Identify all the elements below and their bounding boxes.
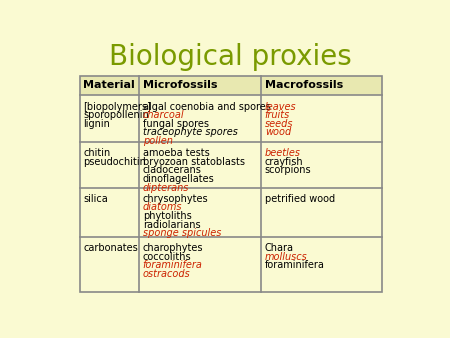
Text: charophytes: charophytes (143, 243, 203, 254)
Text: dipterans: dipterans (143, 183, 189, 193)
Text: beetles: beetles (265, 148, 301, 159)
Text: charcoal: charcoal (143, 110, 184, 120)
Text: Biological proxies: Biological proxies (109, 44, 352, 71)
Text: sponge spicules: sponge spicules (143, 228, 221, 238)
Text: seeds: seeds (265, 119, 293, 129)
Text: chitin: chitin (83, 148, 111, 159)
Text: pseudochitin: pseudochitin (83, 157, 146, 167)
Text: sporopollenin: sporopollenin (83, 110, 149, 120)
Text: diatoms: diatoms (143, 202, 182, 213)
Text: cladocerans: cladocerans (143, 166, 202, 175)
Text: Chara: Chara (265, 243, 294, 254)
Text: petrified wood: petrified wood (265, 194, 335, 204)
Text: lignin: lignin (83, 119, 110, 129)
Text: [biopolymers]: [biopolymers] (83, 101, 151, 112)
Text: carbonates: carbonates (83, 243, 138, 254)
Text: crayfish: crayfish (265, 157, 303, 167)
Text: radiolarians: radiolarians (143, 220, 200, 230)
Text: coccoliths: coccoliths (143, 252, 191, 262)
Text: scorpions: scorpions (265, 166, 311, 175)
Text: foraminifera: foraminifera (265, 261, 325, 270)
Text: algal coenobia and spores: algal coenobia and spores (143, 101, 270, 112)
Text: wood: wood (265, 127, 291, 137)
Text: leaves: leaves (265, 101, 297, 112)
Text: phytoliths: phytoliths (143, 211, 192, 221)
Text: foraminifera: foraminifera (143, 261, 202, 270)
Text: molluscs: molluscs (265, 252, 307, 262)
Text: ostracods: ostracods (143, 269, 190, 279)
Text: bryozoan statoblasts: bryozoan statoblasts (143, 157, 245, 167)
Text: Material: Material (83, 80, 135, 91)
Text: silica: silica (83, 194, 108, 204)
Text: dinoflagellates: dinoflagellates (143, 174, 215, 184)
Text: chrysophytes: chrysophytes (143, 194, 208, 204)
Bar (80, 76, 382, 95)
Text: amoeba tests: amoeba tests (143, 148, 210, 159)
Text: fungal spores: fungal spores (143, 119, 209, 129)
Bar (80, 76, 382, 292)
Text: traceophyte spores: traceophyte spores (143, 127, 238, 137)
Text: Microfossils: Microfossils (143, 80, 217, 91)
Text: fruits: fruits (265, 110, 290, 120)
Text: pollen: pollen (143, 136, 173, 146)
Text: Macrofossils: Macrofossils (265, 80, 343, 91)
